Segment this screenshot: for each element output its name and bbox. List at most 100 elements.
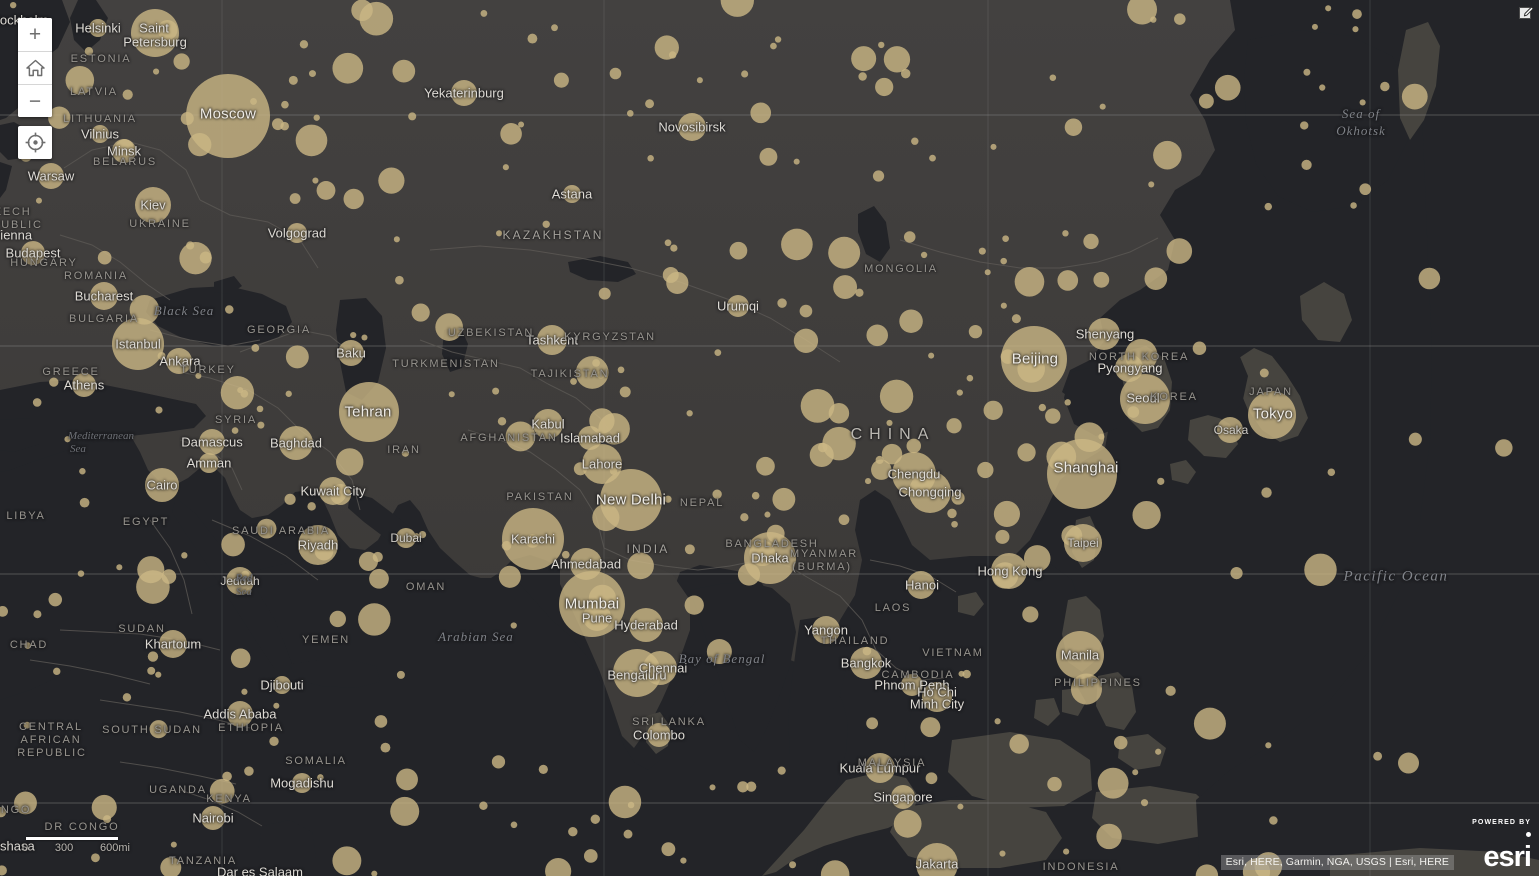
- population-bubble[interactable]: [90, 282, 118, 310]
- population-bubble[interactable]: [994, 718, 1001, 725]
- map-navigation-widget[interactable]: + −: [18, 18, 52, 159]
- population-bubble[interactable]: [946, 418, 962, 434]
- population-bubble[interactable]: [0, 865, 7, 876]
- population-bubble[interactable]: [764, 511, 771, 518]
- population-bubble[interactable]: [598, 287, 611, 300]
- population-bubble[interactable]: [812, 616, 840, 644]
- population-bubble[interactable]: [563, 185, 581, 203]
- population-bubble[interactable]: [777, 298, 787, 308]
- population-bubble[interactable]: [14, 791, 37, 815]
- population-bubble[interactable]: [983, 400, 1003, 420]
- population-bubble[interactable]: [97, 250, 112, 265]
- population-bubble[interactable]: [231, 427, 239, 434]
- population-bubble[interactable]: [1408, 432, 1422, 446]
- population-bubble[interactable]: [298, 525, 338, 565]
- population-bubble[interactable]: [991, 553, 1027, 589]
- population-bubble[interactable]: [1198, 93, 1214, 109]
- population-bubble[interactable]: [800, 388, 835, 423]
- population-bubble[interactable]: [956, 389, 963, 396]
- population-bubble[interactable]: [1261, 487, 1272, 498]
- population-bubble[interactable]: [480, 10, 488, 17]
- population-bubble[interactable]: [1254, 852, 1283, 876]
- population-bubble[interactable]: [350, 331, 357, 339]
- population-bubble[interactable]: [680, 857, 687, 864]
- population-bubble[interactable]: [670, 244, 678, 252]
- population-bubble[interactable]: [647, 723, 671, 747]
- population-bubble[interactable]: [24, 642, 32, 649]
- population-bubble[interactable]: [1418, 267, 1441, 290]
- population-bubble[interactable]: [575, 356, 609, 389]
- population-bubble[interactable]: [1002, 235, 1009, 242]
- locate-button[interactable]: [18, 126, 52, 159]
- population-bubble[interactable]: [922, 682, 952, 712]
- population-bubble[interactable]: [759, 147, 778, 166]
- population-bubble[interactable]: [338, 340, 364, 366]
- population-bubble[interactable]: [820, 860, 850, 876]
- population-bubble[interactable]: [289, 193, 301, 204]
- population-bubble[interactable]: [999, 850, 1006, 857]
- population-bubble[interactable]: [793, 158, 800, 165]
- population-bubble[interactable]: [1062, 230, 1069, 237]
- population-bubble[interactable]: [502, 164, 509, 171]
- population-bubble[interactable]: [378, 167, 405, 194]
- population-bubble[interactable]: [147, 651, 159, 662]
- population-bubble[interactable]: [281, 100, 289, 109]
- population-bubble[interactable]: [799, 304, 813, 318]
- population-bubble[interactable]: [1045, 408, 1061, 424]
- population-bubble[interactable]: [145, 468, 179, 502]
- population-bubble[interactable]: [201, 806, 225, 830]
- population-bubble[interactable]: [1259, 368, 1269, 378]
- population-bubble[interactable]: [643, 651, 677, 685]
- population-bubble[interactable]: [1373, 751, 1383, 761]
- population-bubble[interactable]: [900, 68, 911, 79]
- population-bubble[interactable]: [155, 671, 162, 678]
- population-bubble[interactable]: [372, 551, 383, 563]
- population-bubble[interactable]: [709, 784, 716, 791]
- population-bubble[interactable]: [1001, 326, 1067, 392]
- population-bubble[interactable]: [582, 444, 622, 484]
- population-bubble[interactable]: [48, 592, 63, 607]
- zoom-out-button[interactable]: −: [18, 84, 52, 117]
- population-bubble[interactable]: [32, 398, 42, 407]
- population-bubble[interactable]: [122, 89, 133, 100]
- population-bubble[interactable]: [288, 75, 298, 85]
- population-bubble[interactable]: [916, 843, 958, 876]
- population-bubble[interactable]: [408, 112, 417, 121]
- population-bubble[interactable]: [774, 36, 782, 43]
- population-bubble[interactable]: [273, 676, 291, 694]
- population-bubble[interactable]: [720, 0, 754, 17]
- population-bubble[interactable]: [1132, 769, 1139, 776]
- population-bubble[interactable]: [307, 502, 316, 511]
- population-bubble[interactable]: [654, 35, 679, 60]
- population-bubble[interactable]: [838, 514, 850, 526]
- population-bubble[interactable]: [984, 269, 991, 276]
- population-bubble[interactable]: [1113, 735, 1128, 750]
- population-bubble[interactable]: [451, 80, 477, 106]
- population-bubble[interactable]: [1099, 103, 1106, 110]
- population-bubble[interactable]: [855, 288, 864, 297]
- population-bubble[interactable]: [1017, 443, 1036, 462]
- population-bubble[interactable]: [664, 239, 672, 247]
- population-bubble[interactable]: [244, 766, 254, 776]
- population-bubble[interactable]: [1120, 374, 1170, 424]
- population-bubble[interactable]: [227, 701, 253, 727]
- population-bubble[interactable]: [781, 228, 813, 261]
- population-bubble[interactable]: [129, 294, 160, 325]
- population-bubble[interactable]: [1064, 118, 1083, 136]
- population-bubble[interactable]: [995, 529, 1010, 544]
- population-bubble[interactable]: [313, 114, 320, 121]
- population-bubble[interactable]: [833, 275, 858, 299]
- population-bubble[interactable]: [332, 846, 362, 876]
- population-bubble[interactable]: [497, 417, 507, 426]
- population-bubble[interactable]: [1070, 673, 1103, 705]
- population-bubble[interactable]: [645, 99, 655, 109]
- population-bubble[interactable]: [1350, 202, 1357, 209]
- population-bubble[interactable]: [1098, 433, 1105, 440]
- population-bubble[interactable]: [358, 603, 391, 636]
- population-bubble[interactable]: [968, 324, 983, 339]
- population-bubble[interactable]: [772, 487, 796, 511]
- population-bubble[interactable]: [312, 177, 319, 184]
- population-bubble[interactable]: [112, 318, 164, 370]
- population-bubble[interactable]: [850, 647, 882, 679]
